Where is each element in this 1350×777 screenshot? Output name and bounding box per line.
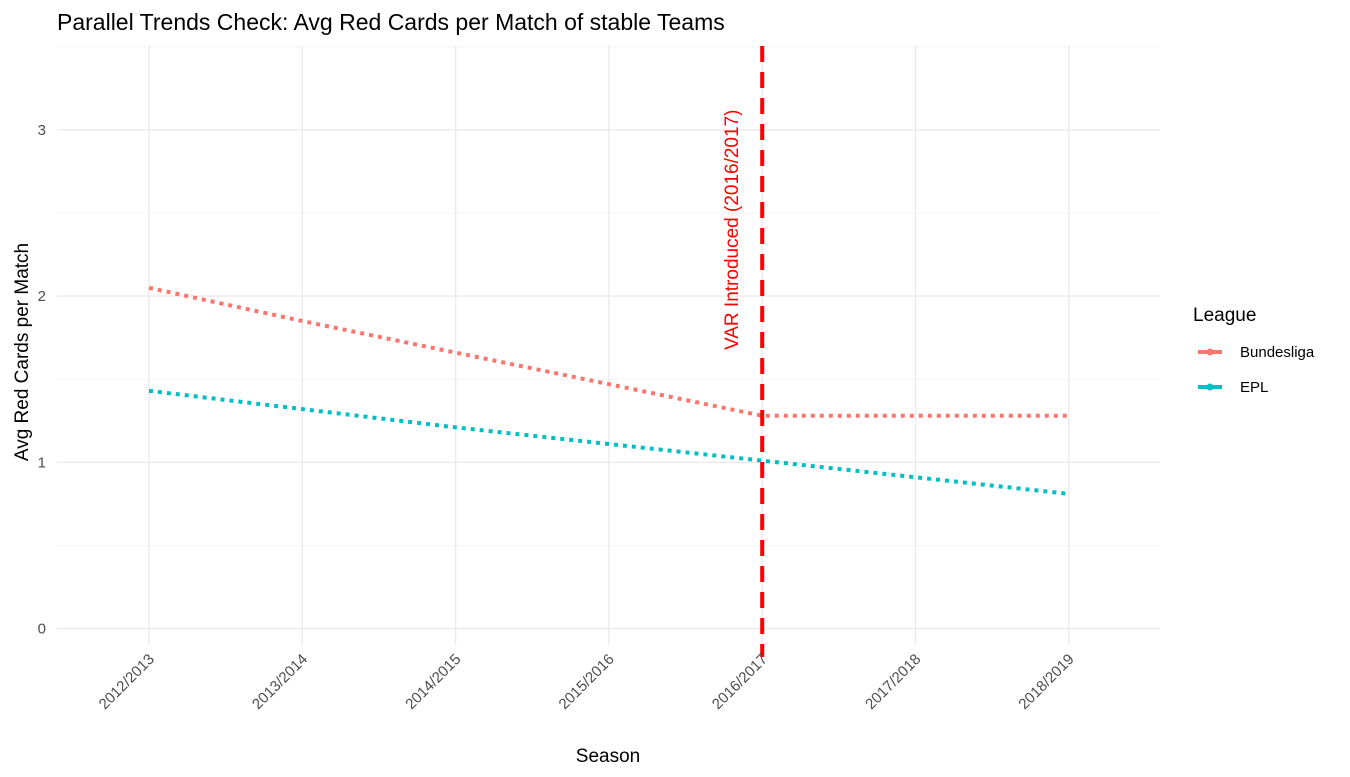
x-tick-label: 2012/2013 bbox=[96, 651, 158, 713]
chart-title: Parallel Trends Check: Avg Red Cards per… bbox=[57, 9, 725, 35]
y-axis: 0 1 2 3 bbox=[38, 122, 46, 638]
x-tick-label: 2016/2017 bbox=[709, 651, 771, 713]
annotation-layer: VAR Introduced (2016/2017) bbox=[722, 46, 765, 657]
series-layer bbox=[148, 285, 1070, 496]
series-line-epl bbox=[148, 388, 1070, 496]
x-tick-label: 2015/2016 bbox=[556, 651, 618, 713]
y-tick-label: 2 bbox=[38, 288, 46, 305]
x-axis-title: Season bbox=[576, 746, 640, 767]
legend-label-bundesliga: Bundesliga bbox=[1240, 344, 1315, 361]
legend-key-point bbox=[1206, 348, 1214, 356]
legend-title: League bbox=[1193, 305, 1256, 326]
y-axis-title: Avg Red Cards per Match bbox=[12, 243, 33, 461]
legend-key-point bbox=[1206, 383, 1214, 391]
var-introduced-label: VAR Introduced (2016/2017) bbox=[722, 110, 743, 350]
x-tick-label: 2013/2014 bbox=[249, 651, 311, 713]
x-tick-label: 2018/2019 bbox=[1015, 651, 1077, 713]
x-tick-label: 2014/2015 bbox=[402, 651, 464, 713]
grid bbox=[57, 46, 1160, 645]
legend-label-epl: EPL bbox=[1240, 379, 1268, 396]
legend: League Bundesliga EPL bbox=[1193, 305, 1315, 396]
y-tick-label: 1 bbox=[38, 454, 46, 471]
x-tick-label: 2017/2018 bbox=[862, 651, 924, 713]
y-tick-label: 0 bbox=[38, 621, 46, 638]
x-axis: 2012/2013 2013/2014 2014/2015 2015/2016 2016… bbox=[96, 651, 1078, 713]
series-line-bundesliga bbox=[148, 285, 1069, 418]
y-tick-label: 3 bbox=[38, 122, 46, 139]
